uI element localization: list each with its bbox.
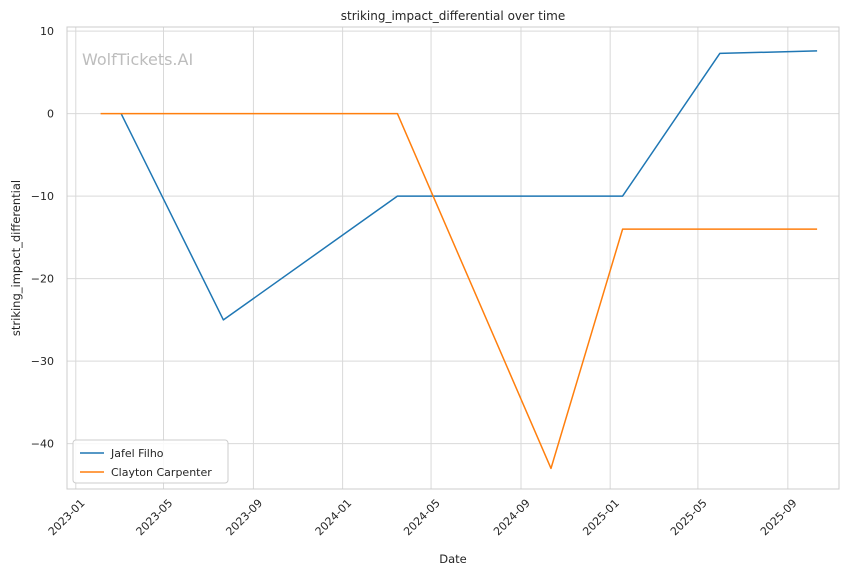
y-tick-label: −40 (31, 438, 54, 451)
y-tick-label: −10 (31, 190, 54, 203)
watermark-text: WolfTickets.AI (82, 50, 193, 69)
series-layer (100, 50, 818, 470)
legend-label-jafel-filho: Jafel Filho (110, 447, 164, 460)
legend-label-clayton-carpenter: Clayton Carpenter (111, 466, 212, 479)
grid-layer (67, 27, 839, 489)
y-tick-label: 10 (40, 25, 54, 38)
plot-area-frame (66, 26, 840, 490)
chart-title: striking_impact_differential over time (341, 9, 566, 23)
y-tick-label: −20 (31, 273, 54, 286)
series-line-jafel-filho (120, 50, 818, 321)
legend: Jafel Filho Clayton Carpenter (72, 439, 229, 484)
y-tick-label: −30 (31, 355, 54, 368)
y-tick-label: 0 (47, 108, 54, 121)
legend-frame (72, 439, 229, 484)
series-line-clayton-carpenter (100, 112, 818, 470)
y-axis-title: striking_impact_differential (9, 180, 23, 336)
y-tick-labels: 10 0 −10 −20 −30 −40 (31, 25, 54, 451)
x-axis-title: Date (439, 552, 467, 566)
